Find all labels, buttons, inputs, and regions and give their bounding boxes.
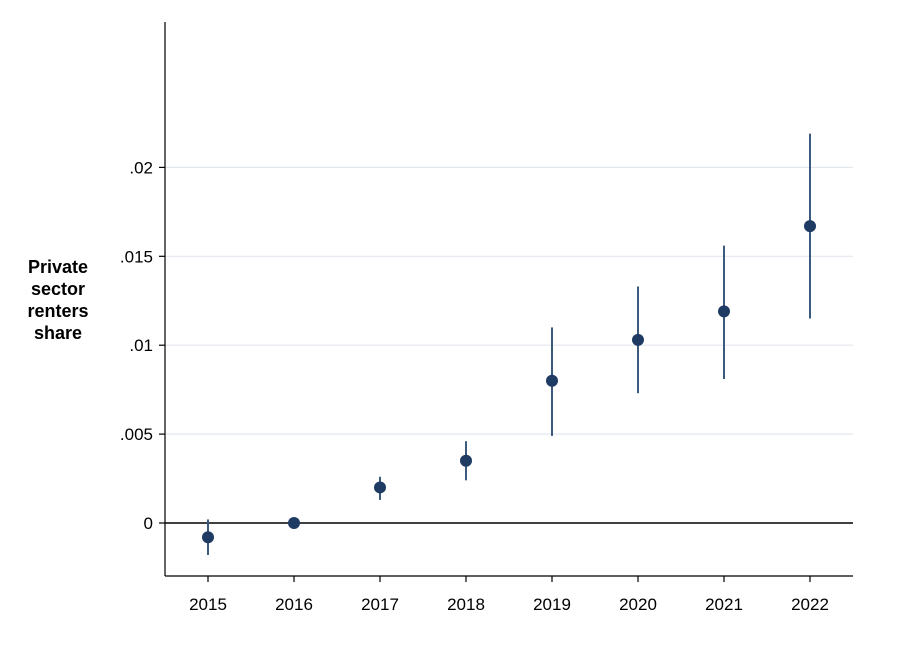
y-axis-title: Private sector renters share <box>8 256 108 344</box>
data-point <box>718 305 730 318</box>
x-tick-label: 2015 <box>189 595 227 614</box>
x-tick-label: 2019 <box>533 595 571 614</box>
y-axis-title-line: renters <box>27 301 89 321</box>
y-tick-label: 0 <box>144 514 153 533</box>
y-tick-label: .02 <box>129 158 153 177</box>
data-point <box>374 481 386 494</box>
data-point <box>202 531 214 544</box>
data-point <box>288 517 300 529</box>
y-axis-title-line: Private <box>27 257 89 277</box>
y-axis-title-line: sector <box>30 279 86 299</box>
data-point <box>546 374 558 387</box>
x-tick-label: 2021 <box>705 595 743 614</box>
x-tick-label: 2018 <box>447 595 485 614</box>
y-tick-label: .01 <box>129 336 153 355</box>
x-tick-label: 2020 <box>619 595 657 614</box>
data-point <box>460 454 472 467</box>
x-tick-label: 2017 <box>361 595 399 614</box>
y-axis-title-line: share <box>33 323 83 343</box>
data-point <box>804 220 816 233</box>
y-tick-label: .005 <box>120 425 153 444</box>
x-tick-label: 2022 <box>791 595 829 614</box>
data-point <box>632 333 644 346</box>
x-tick-label: 2016 <box>275 595 313 614</box>
y-tick-label: .015 <box>120 247 153 266</box>
